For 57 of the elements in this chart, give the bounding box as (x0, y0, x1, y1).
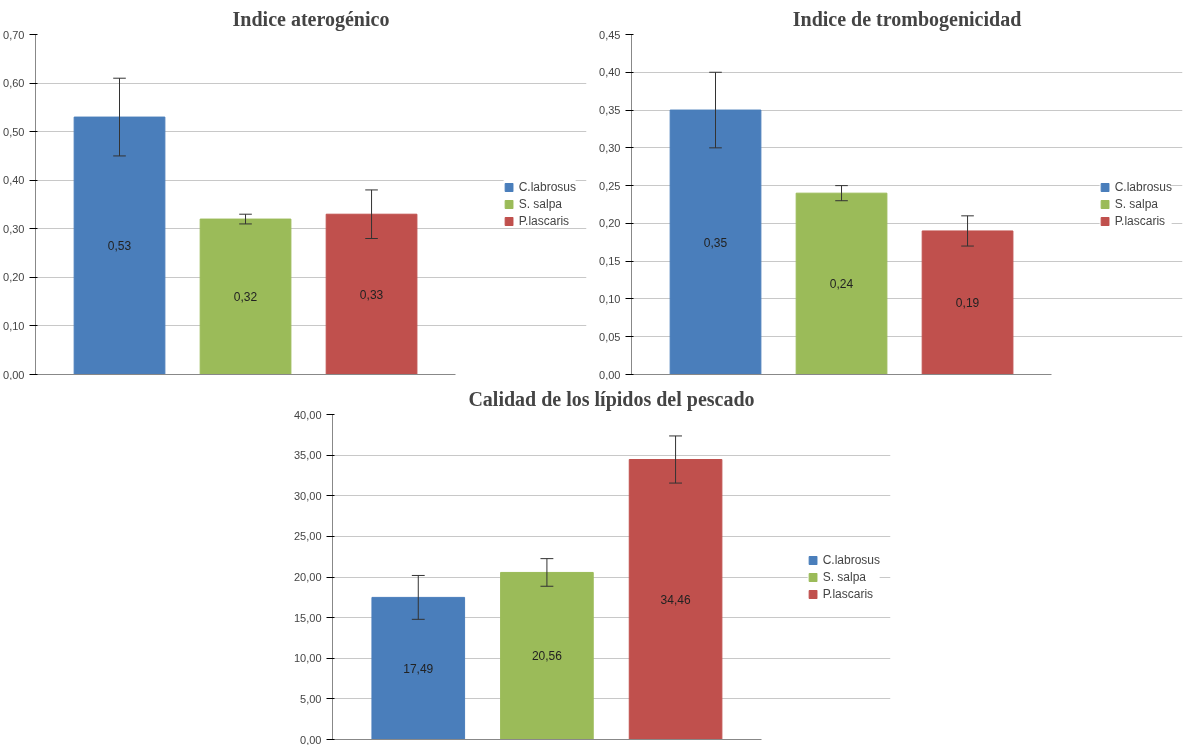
y-tick-label: 0,50 (3, 125, 25, 138)
bar (73, 116, 166, 375)
data-label: 0,19 (955, 296, 980, 311)
data-label: 0,33 (359, 287, 384, 302)
legend-label: C.labrosus (518, 180, 576, 194)
bar (921, 230, 1014, 375)
y-tick-label: 0,70 (3, 28, 25, 41)
y-tick-label: 25,00 (293, 530, 322, 543)
data-label: 0,53 (107, 239, 132, 254)
y-tick-label: 0,15 (599, 255, 621, 268)
bar (500, 571, 594, 740)
y-tick-label: 0,40 (599, 66, 621, 79)
legend-label: S. salpa (822, 569, 866, 584)
y-tick-label: 0,20 (599, 217, 621, 230)
data-label: 0,35 (703, 235, 728, 250)
y-tick-label: 0,60 (3, 77, 25, 90)
legend-label: C.labrosus (822, 552, 880, 567)
bar (795, 192, 888, 375)
y-tick-label: 40,00 (293, 408, 322, 421)
legend-label: P.lascaris (518, 214, 570, 228)
y-tick-label: 0,00 (599, 368, 621, 381)
data-label: 0,32 (233, 290, 258, 305)
y-tick-label: 20,00 (293, 571, 322, 583)
bar (325, 213, 418, 375)
legend-label: S. salpa (518, 197, 562, 211)
y-tick-label: 0,25 (599, 179, 621, 192)
y-tick-label: 30,00 (293, 489, 322, 502)
legend-label: P.lascaris (1114, 214, 1166, 228)
y-tick-label: 0,10 (599, 292, 621, 305)
legend-label: P.lascaris (822, 586, 874, 601)
data-label: 17,49 (403, 661, 434, 676)
y-tick-label: 35,00 (293, 449, 322, 462)
data-label: 20,56 (531, 649, 563, 664)
y-tick-label: 0,00 (3, 368, 25, 381)
y-tick-label: 5,00 (300, 692, 322, 705)
bar (371, 596, 466, 740)
y-tick-label: 0,30 (3, 222, 25, 235)
y-tick-label: 0,40 (3, 174, 25, 187)
y-tick-label: 0,45 (599, 28, 621, 41)
bar (628, 459, 723, 740)
chart-title: Indice de trombogenicidad (792, 7, 1022, 31)
y-tick-label: 0,05 (599, 330, 621, 343)
bar (199, 218, 292, 375)
data-label: 34,46 (660, 593, 691, 608)
y-tick-label: 0,20 (3, 271, 25, 284)
y-tick-label: 10,00 (293, 652, 322, 665)
data-label: 0,24 (829, 277, 854, 292)
y-tick-label: 0,00 (300, 733, 322, 746)
chart-title: Indice aterogénico (232, 7, 390, 31)
bar (669, 109, 762, 375)
chart-title: Calidad de los lípidos del pescado (468, 387, 755, 411)
y-tick-label: 15,00 (293, 611, 322, 624)
y-tick-label: 0,35 (599, 104, 621, 117)
y-tick-label: 0,30 (599, 141, 621, 154)
legend-label: S. salpa (1114, 197, 1158, 211)
y-tick-label: 0,10 (3, 319, 25, 332)
legend-label: C.labrosus (1114, 180, 1172, 194)
